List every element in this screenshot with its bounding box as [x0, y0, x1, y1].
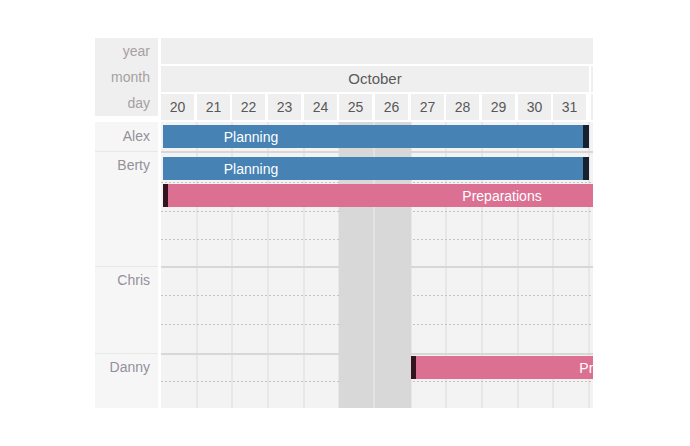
resource-label-danny: Danny — [95, 353, 158, 382]
day-header-cell-31: 31 — [553, 94, 586, 120]
appointment-start-cap — [411, 356, 416, 379]
day-header-cell-29: 29 — [482, 94, 515, 120]
scale-label-year: year — [95, 38, 158, 64]
appointment-label: Preparations — [462, 188, 541, 204]
appointment-planning-berty[interactable]: Planning — [163, 157, 589, 180]
day-header-cell-20: 20 — [161, 94, 194, 120]
day-header-cell-21: 21 — [197, 94, 230, 120]
appointment-label: Preparations — [579, 360, 593, 376]
day-header-cell-23: 23 — [268, 94, 301, 120]
next-month-header-sliver — [591, 66, 593, 92]
appointment-label: Planning — [224, 161, 279, 177]
appointment-start-cap — [163, 184, 168, 207]
appointment-preparations-berty[interactable]: Preparations — [163, 184, 593, 207]
appointment-label: Planning — [224, 129, 279, 145]
page: year month day October 20 21 22 23 24 25… — [0, 0, 690, 446]
next-day-header-sliver — [591, 94, 593, 120]
appointment-end-cap — [583, 157, 589, 180]
appointment-preparations-danny[interactable]: Preparations — [411, 356, 593, 379]
day-header-cell-27: 27 — [411, 94, 444, 120]
day-header-cell-22: 22 — [232, 94, 265, 120]
scale-label-month: month — [95, 64, 158, 90]
resource-label-chris: Chris — [95, 266, 158, 295]
month-header-cell: October — [161, 66, 589, 92]
scale-label-day: day — [95, 90, 158, 116]
day-header-cell-28: 28 — [446, 94, 479, 120]
gantt-scheduler: year month day October 20 21 22 23 24 25… — [95, 38, 593, 408]
appointment-planning-alex[interactable]: Planning — [163, 125, 589, 148]
appointment-end-cap — [583, 125, 589, 148]
day-header-cell-25: 25 — [339, 94, 372, 120]
month-label: October — [348, 70, 401, 87]
day-header-cell-30: 30 — [518, 94, 551, 120]
year-header-cell — [161, 38, 593, 64]
resource-label-alex: Alex — [95, 122, 158, 151]
resource-label-berty: Berty — [95, 151, 158, 180]
day-header-cell-24: 24 — [304, 94, 337, 120]
day-header-cell-26: 26 — [375, 94, 408, 120]
